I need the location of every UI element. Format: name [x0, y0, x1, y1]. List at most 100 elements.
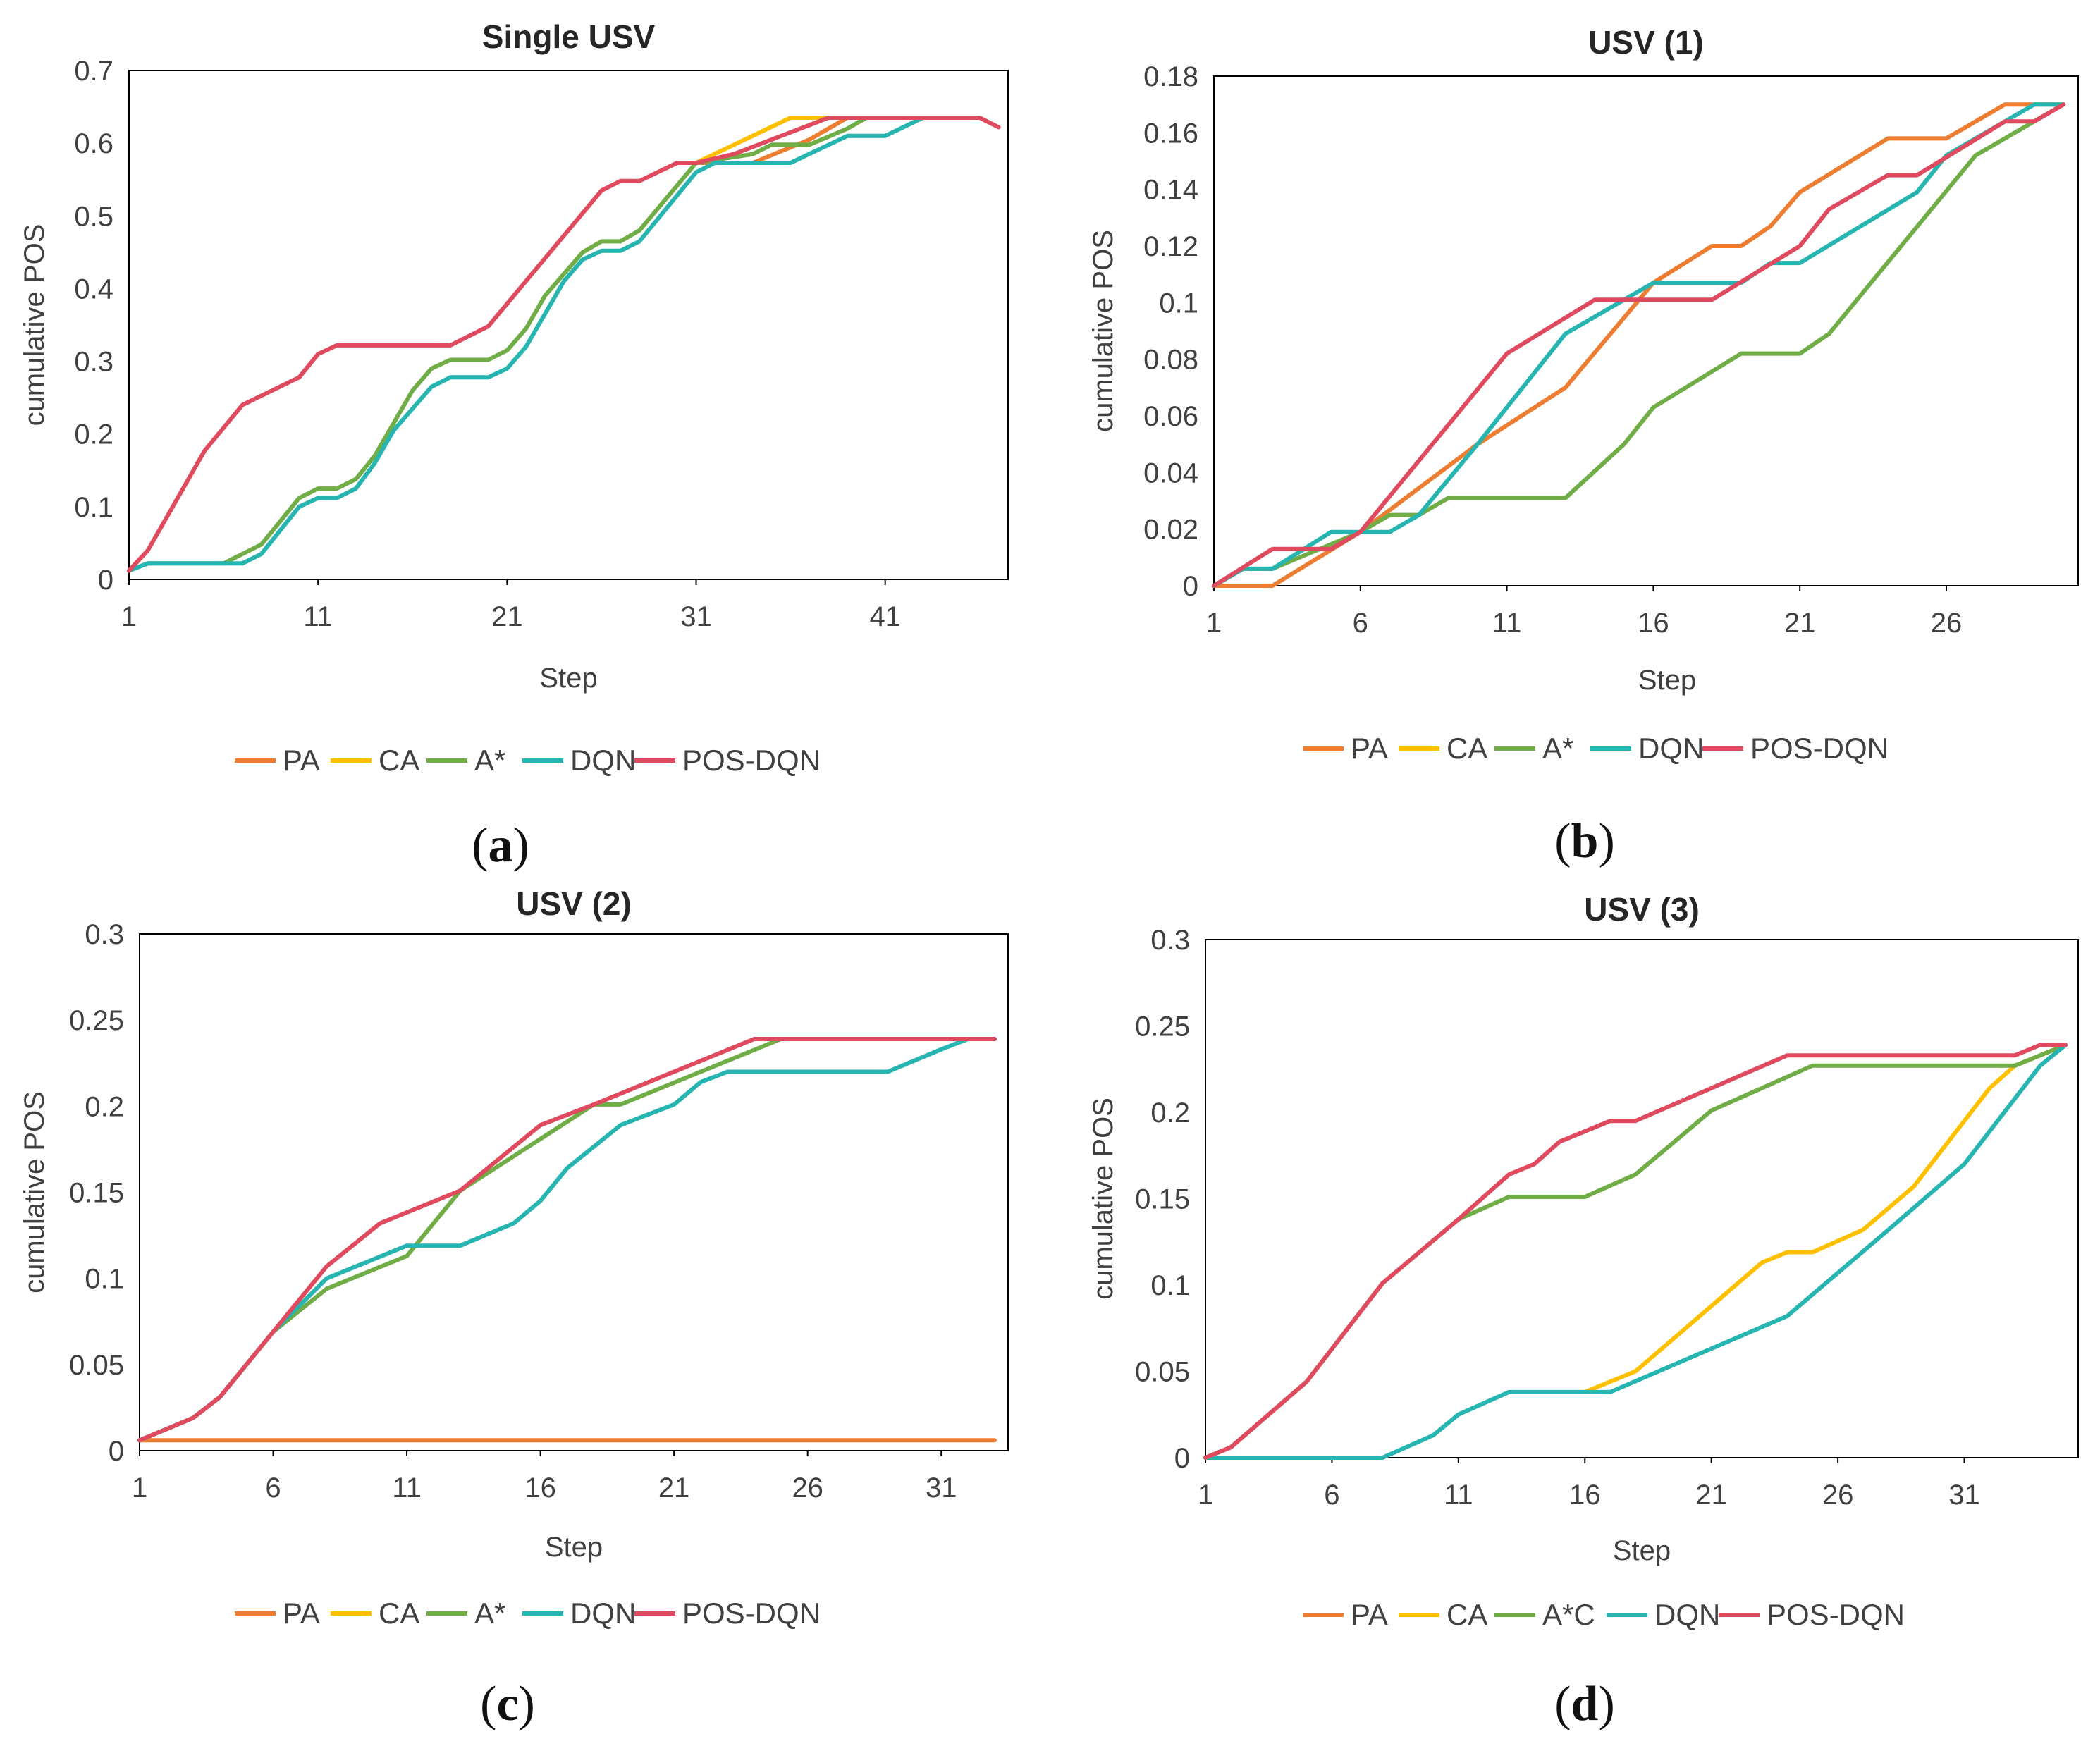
legend-entry: POS-DQN	[682, 744, 821, 777]
legend-entry: PA	[1351, 732, 1388, 765]
x-tick-label: 11	[392, 1473, 422, 1504]
legend-entry: DQN	[1638, 732, 1704, 765]
y-axis-label: cumulative POS	[19, 1091, 50, 1293]
x-tick-label: 31	[1948, 1480, 1980, 1511]
y-tick-label: 0.1	[1150, 1270, 1190, 1301]
x-tick-label: 31	[680, 601, 712, 632]
series-line-a-c	[1203, 1043, 2068, 1460]
x-tick-label: 26	[792, 1473, 823, 1504]
x-tick-label: 11	[303, 601, 333, 632]
legend-entry: PA	[283, 744, 320, 777]
y-tick-label: 0.16	[1143, 118, 1198, 149]
y-tick-label: 0	[1183, 571, 1198, 602]
y-tick-label: 0.1	[85, 1264, 124, 1295]
y-tick-label: 0.04	[1143, 457, 1198, 488]
series-line-pos-dqn	[1203, 1043, 2068, 1460]
chart-title: USV (2)	[516, 885, 632, 922]
series-line-pos-dqn	[127, 116, 1001, 573]
legend-entry: CA	[379, 1597, 419, 1630]
y-tick-label: 0.15	[69, 1178, 124, 1209]
panel-caption: (b)	[1554, 814, 1615, 868]
legend-entry: CA	[1447, 1598, 1487, 1631]
legend-entry: POS-DQN	[1750, 732, 1889, 765]
plot-area-border	[128, 70, 1009, 580]
y-tick-label: 0.2	[1150, 1098, 1190, 1129]
y-tick-label: 0.05	[69, 1350, 124, 1381]
legend-entry: CA	[1447, 732, 1487, 765]
panel-caption: (c)	[480, 1677, 535, 1731]
series-line-dqn	[1212, 102, 2066, 588]
y-tick-label: 0.2	[85, 1091, 124, 1122]
x-tick-label: 16	[524, 1473, 556, 1504]
y-tick-label: 0.3	[1150, 925, 1190, 956]
x-axis-label: Step	[1638, 665, 1696, 696]
panel-caption: (d)	[1554, 1677, 1615, 1731]
x-axis-label: Step	[539, 663, 597, 694]
y-axis-label: cumulative POS	[1088, 1098, 1119, 1300]
legend-entry: POS-DQN	[682, 1597, 821, 1630]
x-tick-label: 1	[121, 601, 137, 632]
x-tick-label: 1	[1198, 1480, 1213, 1511]
legend-entry: CA	[379, 744, 419, 777]
x-tick-label: 26	[1931, 608, 1963, 639]
x-axis-label: Step	[545, 1532, 603, 1563]
series-line-dqn	[127, 116, 945, 573]
series-line-pos-dqn	[1212, 102, 2066, 588]
legend-entry: POS-DQN	[1767, 1598, 1905, 1631]
series-line-pos-dqn	[137, 1037, 997, 1443]
x-tick-label: 1	[132, 1473, 147, 1504]
x-tick-label: 21	[1784, 608, 1816, 639]
chart-title: Single USV	[482, 18, 656, 55]
y-axis-label: cumulative POS	[19, 224, 50, 426]
chart-panel-3: USV (2)00.050.10.150.20.250.31 6 11 16 21 26 3…	[19, 885, 1009, 1731]
y-tick-label: 0.5	[74, 201, 113, 232]
y-tick-label: 0.18	[1143, 61, 1198, 92]
chart-title: USV (1)	[1588, 24, 1704, 61]
series-line-a-	[127, 116, 945, 573]
y-tick-label: 0.25	[69, 1005, 124, 1036]
x-tick-label: 1	[1206, 608, 1222, 639]
y-tick-label: 0.3	[74, 347, 113, 378]
panel-caption: (a)	[472, 818, 529, 873]
y-tick-label: 0.06	[1143, 401, 1198, 432]
series-line-ca	[1583, 1043, 2068, 1394]
series-line-a-	[137, 1037, 997, 1443]
y-tick-label: 0.6	[74, 128, 113, 159]
chart-panel-4: USV (3)00.050.10.150.20.250.31 6 11 16 21 26 3…	[1088, 891, 2079, 1731]
y-tick-label: 0.25	[1135, 1012, 1190, 1043]
legend-entry: A*	[1542, 732, 1573, 765]
y-tick-label: 0.08	[1143, 345, 1198, 376]
y-tick-label: 0.15	[1135, 1184, 1190, 1215]
x-tick-label: 6	[1353, 608, 1368, 639]
x-tick-label: 11	[1444, 1480, 1473, 1511]
chart-title: USV (3)	[1584, 891, 1700, 928]
x-tick-label: 11	[1492, 608, 1522, 639]
plot-area-border	[1205, 939, 2079, 1458]
y-tick-label: 0.02	[1143, 515, 1198, 546]
series-line-dqn	[1203, 1043, 2068, 1460]
y-tick-label: 0.4	[74, 273, 113, 305]
y-axis-label: cumulative POS	[1088, 230, 1119, 432]
x-tick-label: 16	[1569, 1480, 1601, 1511]
y-tick-label: 0.7	[74, 56, 113, 87]
legend-entry: DQN	[1654, 1598, 1720, 1631]
series-line-dqn	[137, 1037, 997, 1443]
x-tick-label: 26	[1822, 1480, 1854, 1511]
y-tick-label: 0	[109, 1436, 124, 1467]
legend-entry: DQN	[570, 744, 636, 777]
y-tick-label: 0	[1174, 1443, 1190, 1474]
legend-entry: DQN	[570, 1597, 636, 1630]
legend-entry: A*	[474, 744, 505, 777]
y-tick-label: 0.1	[74, 492, 113, 523]
y-tick-label: 0.2	[74, 419, 113, 450]
x-tick-label: 6	[265, 1473, 281, 1504]
plot-area-border	[139, 933, 1009, 1451]
legend-entry: PA	[1351, 1598, 1388, 1631]
y-tick-label: 0.12	[1143, 231, 1198, 262]
series-line-pa	[1212, 102, 2066, 588]
plot-area-border	[1213, 75, 2079, 586]
y-tick-label: 0.05	[1135, 1357, 1190, 1388]
series-line-a-	[1212, 102, 2066, 588]
legend-entry: A*	[474, 1597, 505, 1630]
